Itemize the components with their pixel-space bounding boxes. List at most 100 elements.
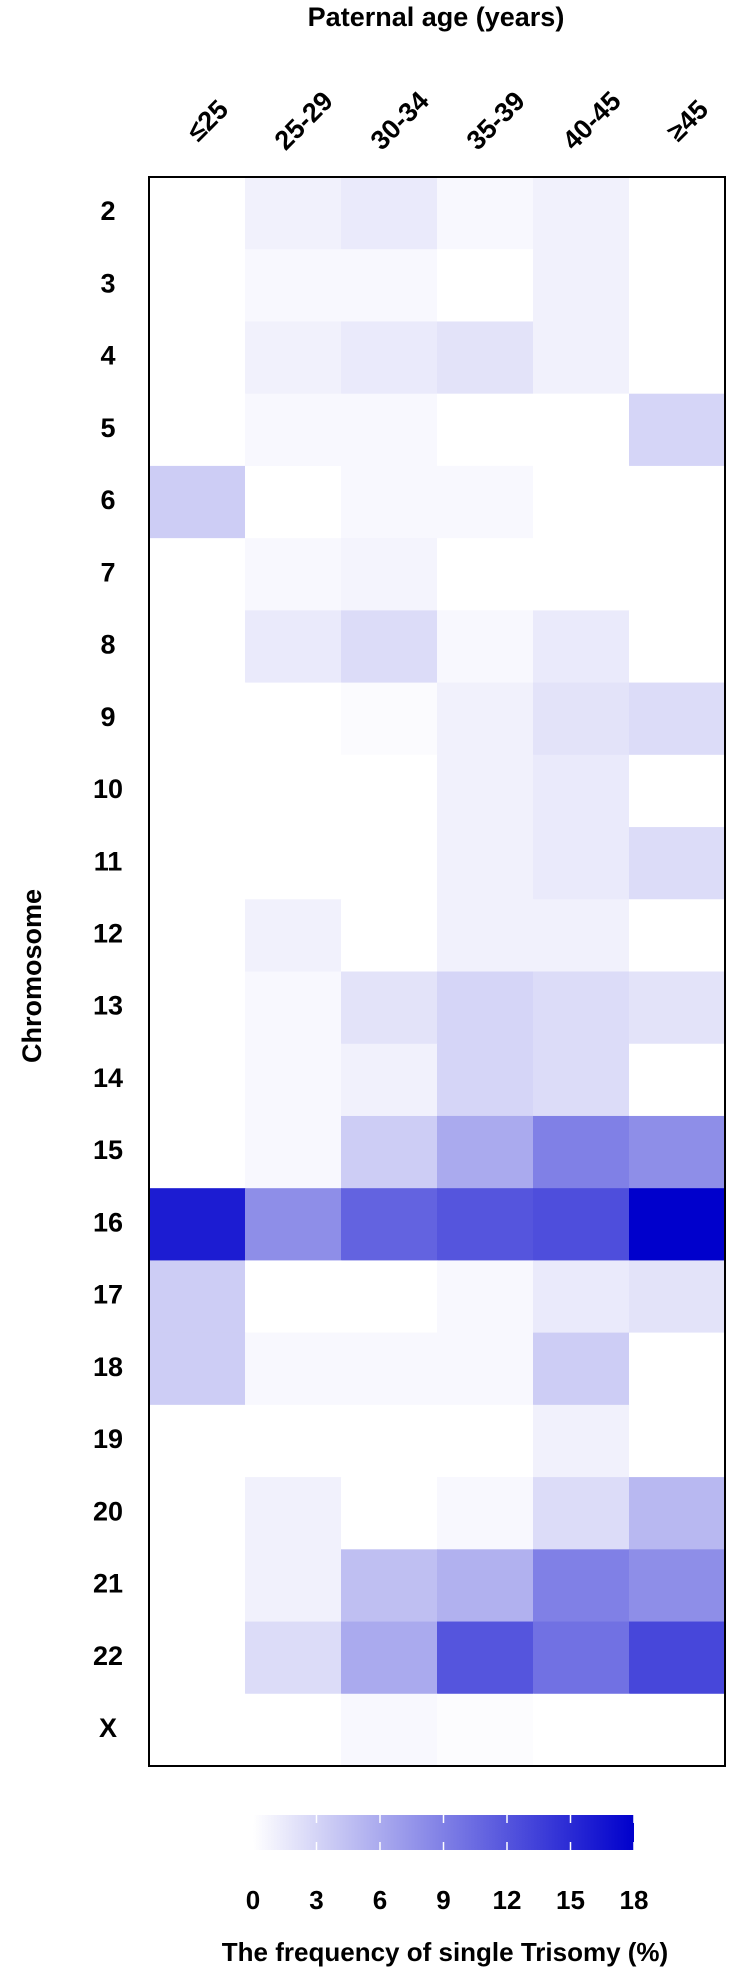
heat-cell <box>533 899 630 972</box>
heat-cell <box>149 610 246 684</box>
colorbar-tick-label: 12 <box>493 1885 522 1915</box>
heat-cell <box>533 971 630 1045</box>
heat-cell <box>437 827 534 900</box>
colorbar-tick-label: 3 <box>309 1885 323 1915</box>
heat-cell <box>245 610 342 684</box>
heat-cell <box>533 321 630 395</box>
heat-cell <box>437 1115 534 1189</box>
heat-cell <box>341 1404 438 1478</box>
x-tick-label: 30-34 <box>365 86 435 156</box>
heat-cell <box>629 321 726 395</box>
heat-cell <box>533 827 630 900</box>
heat-cell <box>149 1549 246 1623</box>
heat-cell <box>629 1621 726 1695</box>
heat-cell <box>341 610 438 684</box>
heat-cell <box>245 177 342 250</box>
x-tick-label: 40-45 <box>557 86 627 156</box>
heat-cell <box>149 899 246 972</box>
heat-cell <box>341 1477 438 1550</box>
heat-cell <box>533 1404 630 1478</box>
heat-cell <box>629 1332 726 1406</box>
heat-cell <box>245 682 342 756</box>
heat-cell <box>341 1043 438 1117</box>
heat-cell <box>629 465 726 539</box>
colorbar-tick-label: 9 <box>436 1885 450 1915</box>
y-tick-label: 2 <box>100 196 115 226</box>
heat-cell <box>245 1332 342 1406</box>
heat-cell <box>629 1549 726 1623</box>
colorbar-label: The frequency of single Trisomy (%) <box>222 1937 668 1967</box>
y-tick-label: 4 <box>100 341 115 371</box>
heat-cell <box>533 754 630 828</box>
heat-cell <box>437 1260 534 1334</box>
heat-cell <box>149 1477 246 1550</box>
heat-cell <box>245 1693 342 1767</box>
heat-cell <box>341 538 438 611</box>
heat-cell <box>245 827 342 900</box>
heat-cell <box>341 393 438 467</box>
heat-cell <box>629 827 726 900</box>
y-tick-label: 21 <box>93 1569 123 1599</box>
y-tick-label: 15 <box>93 1135 123 1165</box>
heat-cell <box>245 899 342 972</box>
heat-cell <box>437 899 534 972</box>
y-tick-label: 17 <box>93 1280 123 1310</box>
heat-cell <box>629 393 726 467</box>
heat-cell <box>149 538 246 611</box>
heat-cell <box>341 1549 438 1623</box>
heat-cell <box>629 1477 726 1550</box>
heat-cell <box>437 1693 534 1767</box>
heat-cell <box>629 1115 726 1189</box>
heat-cell <box>533 1188 630 1261</box>
y-tick-label: 20 <box>93 1496 123 1526</box>
heat-cell <box>533 1549 630 1623</box>
heat-cell <box>437 393 534 467</box>
heat-cell <box>533 1621 630 1695</box>
heat-cell <box>245 1549 342 1623</box>
heat-cell <box>533 538 630 611</box>
y-tick-label: 8 <box>100 630 115 660</box>
y-tick-label: 6 <box>100 485 115 515</box>
heat-cell <box>149 1332 246 1406</box>
heat-cell <box>533 1693 630 1767</box>
y-tick-label: 13 <box>93 991 123 1021</box>
y-tick-label: 5 <box>100 413 115 443</box>
heat-cell <box>245 393 342 467</box>
heat-cell <box>533 393 630 467</box>
y-tick-label: 11 <box>94 846 123 876</box>
colorbar-tick-label: 6 <box>373 1885 387 1915</box>
heat-cell <box>149 1693 246 1767</box>
heat-cell <box>341 827 438 900</box>
heat-cell <box>533 465 630 539</box>
heat-cell <box>629 682 726 756</box>
heat-cell <box>437 538 534 611</box>
x-tick-label: 25-29 <box>269 86 339 156</box>
heat-cell <box>245 971 342 1045</box>
heat-cell <box>629 1043 726 1117</box>
y-tick-label: 14 <box>93 1063 123 1093</box>
heat-cell <box>149 754 246 828</box>
x-tick-label: 35-39 <box>461 86 531 156</box>
heat-cell <box>437 610 534 684</box>
heat-cell <box>149 321 246 395</box>
colorbar-tick-label: 18 <box>620 1885 649 1915</box>
heat-cell <box>629 1188 726 1261</box>
heat-cell <box>341 971 438 1045</box>
heat-cell <box>245 1260 342 1334</box>
heat-cell <box>149 1404 246 1478</box>
heat-cell <box>629 1404 726 1478</box>
heat-cell <box>245 1404 342 1478</box>
heat-cell <box>341 1621 438 1695</box>
heat-cell <box>437 1188 534 1261</box>
heat-cell <box>245 1477 342 1550</box>
heat-cell <box>437 177 534 250</box>
heat-cell <box>245 1621 342 1695</box>
heat-cell <box>341 899 438 972</box>
heat-cell <box>149 827 246 900</box>
heat-cell <box>149 971 246 1045</box>
heat-cell <box>629 538 726 611</box>
heat-cell <box>437 1549 534 1623</box>
heat-cell <box>437 1043 534 1117</box>
y-tick-label: 18 <box>93 1352 123 1382</box>
y-tick-label: 3 <box>100 268 115 298</box>
